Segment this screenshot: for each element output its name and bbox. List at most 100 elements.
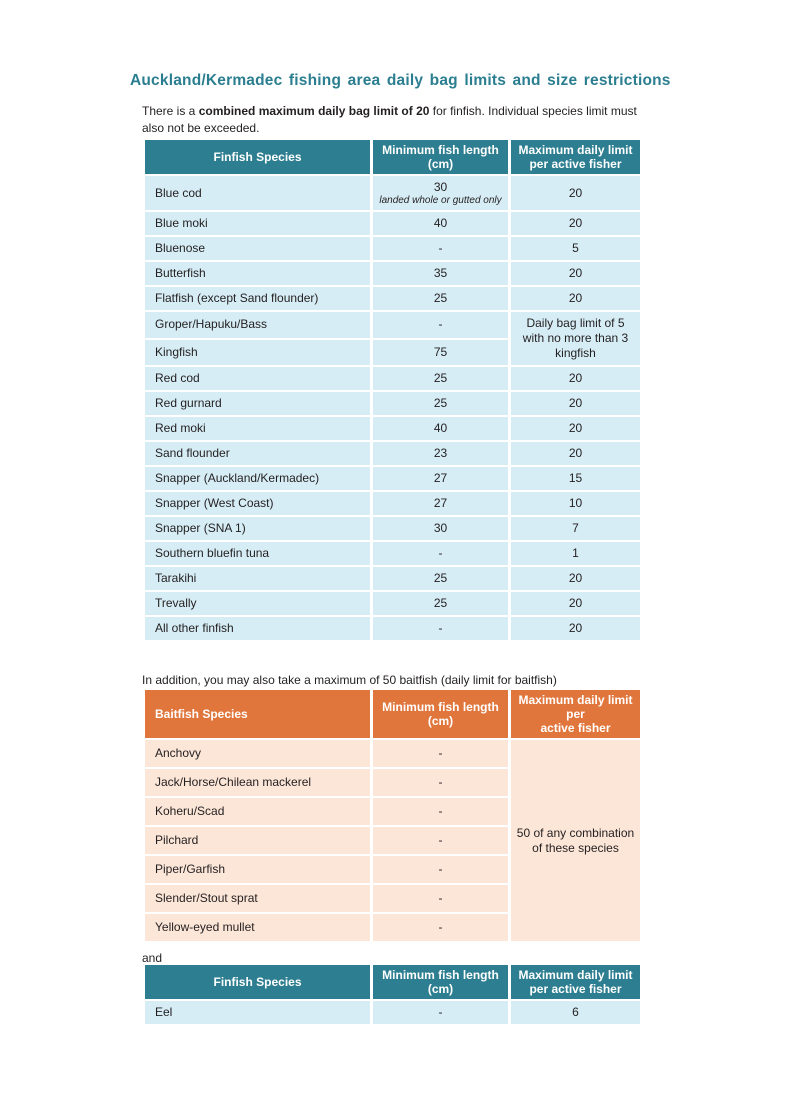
column-header-min-length-cell: Minimum fish length (cm) — [373, 140, 508, 174]
table-row: Flatfish (except Sand flounder) 25 20 — [145, 287, 640, 310]
species-cell: All other finfish — [145, 617, 370, 640]
species-cell: Butterfish — [145, 262, 370, 285]
min-length-cell: 40 — [373, 417, 508, 440]
species-cell: Bluenose — [145, 237, 370, 260]
daily-limit-cell: 20 — [511, 367, 640, 390]
column-header-daily-limit-cell: Maximum daily limit per active fisher — [511, 140, 640, 174]
table-row: Red gurnard 25 20 — [145, 392, 640, 415]
table-row: Groper/Hapuku/Bass - Daily bag limit of 5 … — [145, 312, 640, 365]
table-row: Snapper (Auckland/Kermadec) 27 15 — [145, 467, 640, 490]
table-row: Pilchard - — [145, 827, 640, 854]
column-header-daily-limit-cell: Maximum daily limit per active fisher — [511, 690, 640, 738]
daily-limit-cell: 15 — [511, 467, 640, 490]
table-row: Southern bluefin tuna -1 — [145, 542, 640, 565]
min-length-cell: 35 — [373, 262, 508, 285]
min-length-cell: - — [373, 827, 508, 854]
baitfish-table: Baitfish Species Minimum fish length (cm)… — [142, 688, 643, 943]
finfish-table: Finfish Species Minimum fish length (cm) M… — [142, 138, 643, 642]
species-cell: Snapper (Auckland/Kermadec) — [145, 467, 370, 490]
daily-limit-cell: 10 — [511, 492, 640, 515]
min-length-cell: 25 — [373, 567, 508, 590]
species-cell: Red gurnard — [145, 392, 370, 415]
header-row: Finfish Species Minimum fish length (cm) M… — [145, 140, 640, 174]
min-length-cell: 23 — [373, 442, 508, 465]
daily-limit-cell: Daily bag limit of 5 with no more than 3… — [511, 312, 640, 365]
min-length-cell: - — [373, 542, 508, 565]
species-cell: Groper/Hapuku/Bass — [145, 312, 370, 338]
column-header-min-length-cell: Minimum fish length (cm) — [373, 965, 508, 999]
daily-limit-cell: 50 of any combination of these species — [511, 740, 640, 941]
min-length-cell: 27 — [373, 467, 508, 490]
species-cell: Trevally — [145, 592, 370, 615]
daily-limit-cell: 20 — [511, 287, 640, 310]
min-length-cell: 40 — [373, 212, 508, 235]
species-cell: Anchovy — [145, 740, 370, 767]
min-length-cell: 30 landed whole or gutted only — [373, 176, 508, 210]
min-length-cell: 25 — [373, 392, 508, 415]
intro-bold: combined maximum daily bag limit of 20 — [198, 104, 430, 118]
species-cell: Slender/Stout sprat — [145, 885, 370, 912]
table-row: Yellow-eyed mullet - — [145, 914, 640, 941]
table-row: Kingfish 75 — [145, 339, 640, 365]
daily-limit-cell: 20 — [511, 442, 640, 465]
column-header-daily-limit-cell: Maximum daily limit per active fisher — [511, 965, 640, 999]
species-cell: Eel — [145, 1001, 370, 1024]
species-cell: Koheru/Scad — [145, 798, 370, 825]
species-cell: Snapper (SNA 1) — [145, 517, 370, 540]
daily-limit-cell: 20 — [511, 617, 640, 640]
daily-limit-cell: 20 — [511, 567, 640, 590]
table-row: Red moki 40 20 — [145, 417, 640, 440]
min-length-cell: 27 — [373, 492, 508, 515]
species-cell: Snapper (West Coast) — [145, 492, 370, 515]
min-length-cell: - — [373, 312, 508, 338]
species-cell: Southern bluefin tuna — [145, 542, 370, 565]
species-cell: Kingfish — [145, 339, 370, 365]
table-row: Snapper (SNA 1) 30 7 — [145, 517, 640, 540]
species-cell: Red cod — [145, 367, 370, 390]
table-row: Slender/Stout sprat - — [145, 885, 640, 912]
column-header-species-cell: Finfish Species — [145, 965, 370, 999]
cell-note: landed whole or gutted only — [379, 195, 502, 206]
min-length-cell: 75 — [373, 339, 508, 365]
min-length-cell: - — [373, 798, 508, 825]
min-length-cell: - — [373, 769, 508, 796]
daily-limit-cell: 20 — [511, 417, 640, 440]
min-length-cell: - — [373, 1001, 508, 1024]
baitfish-note: In addition, you may also take a maximum… — [142, 673, 557, 687]
daily-limit-cell: 20 — [511, 212, 640, 235]
min-length-cell: 25 — [373, 592, 508, 615]
table-row: Trevally 25 20 — [145, 592, 640, 615]
page-title: Auckland/Kermadec fishing area daily bag… — [130, 72, 671, 90]
daily-limit-cell: 6 — [511, 1001, 640, 1024]
intro-suffix: for finfish. Individual species limit mu… — [142, 104, 637, 135]
daily-limit-cell: 20 — [511, 262, 640, 285]
species-cell: Blue cod — [145, 176, 370, 210]
min-length-cell: - — [373, 617, 508, 640]
species-cell: Tarakihi — [145, 567, 370, 590]
min-length-cell: - — [373, 856, 508, 883]
table-row: Bluenose -5 — [145, 237, 640, 260]
min-length-cell: 30 — [373, 517, 508, 540]
header-row: Baitfish Species Minimum fish length (cm)… — [145, 690, 640, 738]
intro-prefix: There is a — [142, 104, 199, 118]
table-row: Koheru/Scad - — [145, 798, 640, 825]
column-header-species-cell: Finfish Species — [145, 140, 370, 174]
table-row: Anchovy -50 of any combination of these s… — [145, 740, 640, 941]
table-row: Tarakihi 25 20 — [145, 567, 640, 590]
species-cell: Sand flounder — [145, 442, 370, 465]
eel-table: Finfish Species Minimum fish length (cm) M… — [142, 963, 643, 1026]
table-row: Piper/Garfish - — [145, 856, 640, 883]
table-row: All other finfish -20 — [145, 617, 640, 640]
table-row: Blue moki 40 20 — [145, 212, 640, 235]
species-cell: Jack/Horse/Chilean mackerel — [145, 769, 370, 796]
min-length-cell: - — [373, 740, 508, 767]
table-row: Red cod 25 20 — [145, 367, 640, 390]
table-row: Eel -6 — [145, 1001, 640, 1024]
daily-limit-cell: 5 — [511, 237, 640, 260]
min-length-cell: - — [373, 237, 508, 260]
daily-limit-cell: 20 — [511, 592, 640, 615]
species-cell: Pilchard — [145, 827, 370, 854]
min-length-cell: 25 — [373, 287, 508, 310]
species-cell: Red moki — [145, 417, 370, 440]
column-header-species-cell: Baitfish Species — [145, 690, 370, 738]
